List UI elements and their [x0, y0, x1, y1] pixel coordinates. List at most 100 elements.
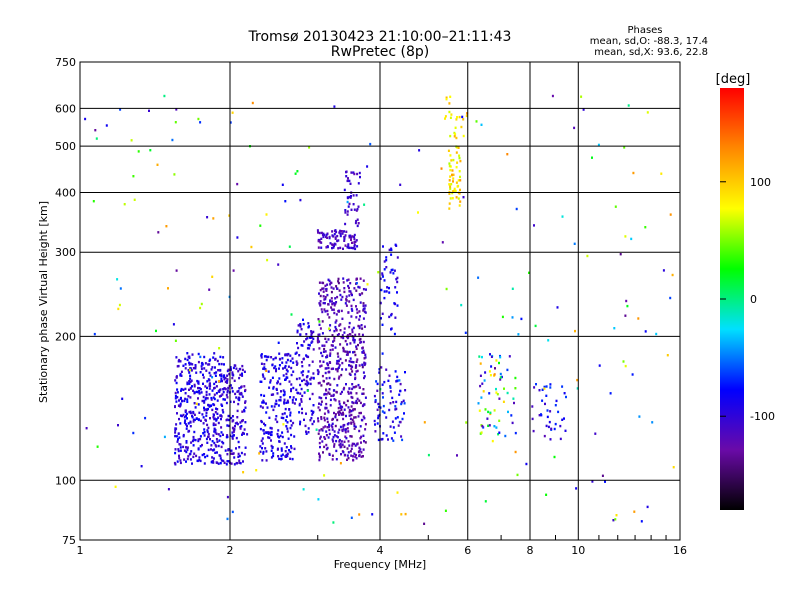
data-point: [324, 392, 327, 396]
data-point: [313, 420, 315, 423]
data-point: [347, 177, 349, 180]
data-point: [238, 461, 241, 464]
data-point: [211, 389, 214, 392]
data-point: [352, 420, 355, 423]
data-point: [293, 435, 296, 438]
data-point: [546, 409, 549, 412]
data-point: [236, 416, 239, 419]
data-point: [395, 380, 398, 383]
data-point: [401, 438, 404, 442]
data-point: [318, 333, 321, 336]
data-point: [189, 425, 192, 428]
data-point: [105, 124, 108, 127]
data-point: [488, 370, 491, 373]
data-point: [179, 414, 182, 417]
data-point: [216, 451, 218, 454]
data-point: [336, 334, 339, 337]
data-point: [345, 368, 348, 371]
data-point: [222, 442, 225, 445]
data-point: [348, 414, 351, 417]
data-point: [350, 360, 353, 364]
data-point: [334, 243, 337, 246]
data-point: [189, 420, 192, 423]
data-point: [304, 382, 307, 386]
data-point: [184, 387, 187, 391]
data-point: [204, 418, 207, 422]
data-point: [350, 236, 353, 239]
data-point: [344, 350, 347, 353]
data-point: [389, 402, 392, 405]
data-point: [385, 368, 388, 371]
data-point: [184, 423, 187, 426]
data-point: [458, 115, 461, 119]
data-point: [240, 391, 243, 395]
data-point: [174, 451, 177, 455]
data-point: [221, 408, 224, 412]
data-point: [307, 427, 310, 430]
data-point: [320, 237, 323, 240]
data-point: [351, 241, 353, 244]
data-point: [359, 437, 362, 440]
data-point: [233, 463, 236, 466]
data-point: [229, 121, 232, 124]
data-point: [337, 406, 340, 410]
data-point: [92, 200, 95, 203]
data-point: [284, 378, 287, 381]
data-point: [483, 379, 486, 382]
data-point: [322, 281, 325, 285]
data-point: [94, 129, 97, 132]
data-point: [235, 436, 238, 440]
data-point: [487, 424, 490, 427]
data-point: [272, 454, 275, 458]
data-point: [212, 449, 214, 452]
data-point: [342, 411, 344, 414]
data-point: [246, 433, 249, 436]
data-point: [381, 272, 384, 275]
data-point: [289, 450, 292, 454]
data-point: [361, 365, 364, 369]
data-point: [326, 236, 329, 239]
data-point: [353, 416, 356, 419]
data-point: [289, 419, 292, 423]
data-point: [444, 509, 447, 512]
data-point: [396, 491, 399, 494]
data-point: [361, 351, 364, 354]
data-point: [301, 407, 303, 411]
data-point: [202, 432, 205, 435]
data-point: [299, 323, 302, 326]
data-point: [540, 413, 542, 416]
data-point: [338, 400, 341, 403]
data-point: [348, 325, 351, 329]
data-point: [184, 410, 187, 414]
data-point: [189, 374, 192, 377]
data-point: [276, 432, 279, 436]
data-point: [454, 133, 457, 136]
data-point: [334, 325, 337, 329]
data-point: [222, 411, 225, 414]
data-point: [174, 391, 177, 395]
data-point: [514, 450, 517, 454]
data-point: [189, 362, 192, 365]
data-point: [308, 347, 311, 350]
data-point: [493, 425, 496, 428]
data-point: [186, 352, 189, 355]
data-point: [340, 440, 343, 443]
data-point: [532, 429, 535, 433]
data-point: [317, 370, 320, 373]
data-point: [289, 411, 292, 414]
data-point: [328, 316, 331, 319]
chart-title: Tromsø 20130423 21:10:00–21:11:43: [248, 29, 512, 45]
data-point: [215, 432, 218, 435]
data-point: [281, 412, 284, 416]
data-point: [355, 453, 357, 457]
data-point: [350, 395, 353, 399]
data-point: [317, 246, 320, 249]
data-point: [244, 421, 247, 424]
data-point: [178, 417, 180, 421]
data-point: [226, 517, 229, 521]
data-point: [332, 440, 335, 443]
data-point: [351, 418, 354, 421]
data-point: [324, 337, 327, 340]
data-point: [290, 373, 293, 377]
data-point: [238, 446, 241, 449]
